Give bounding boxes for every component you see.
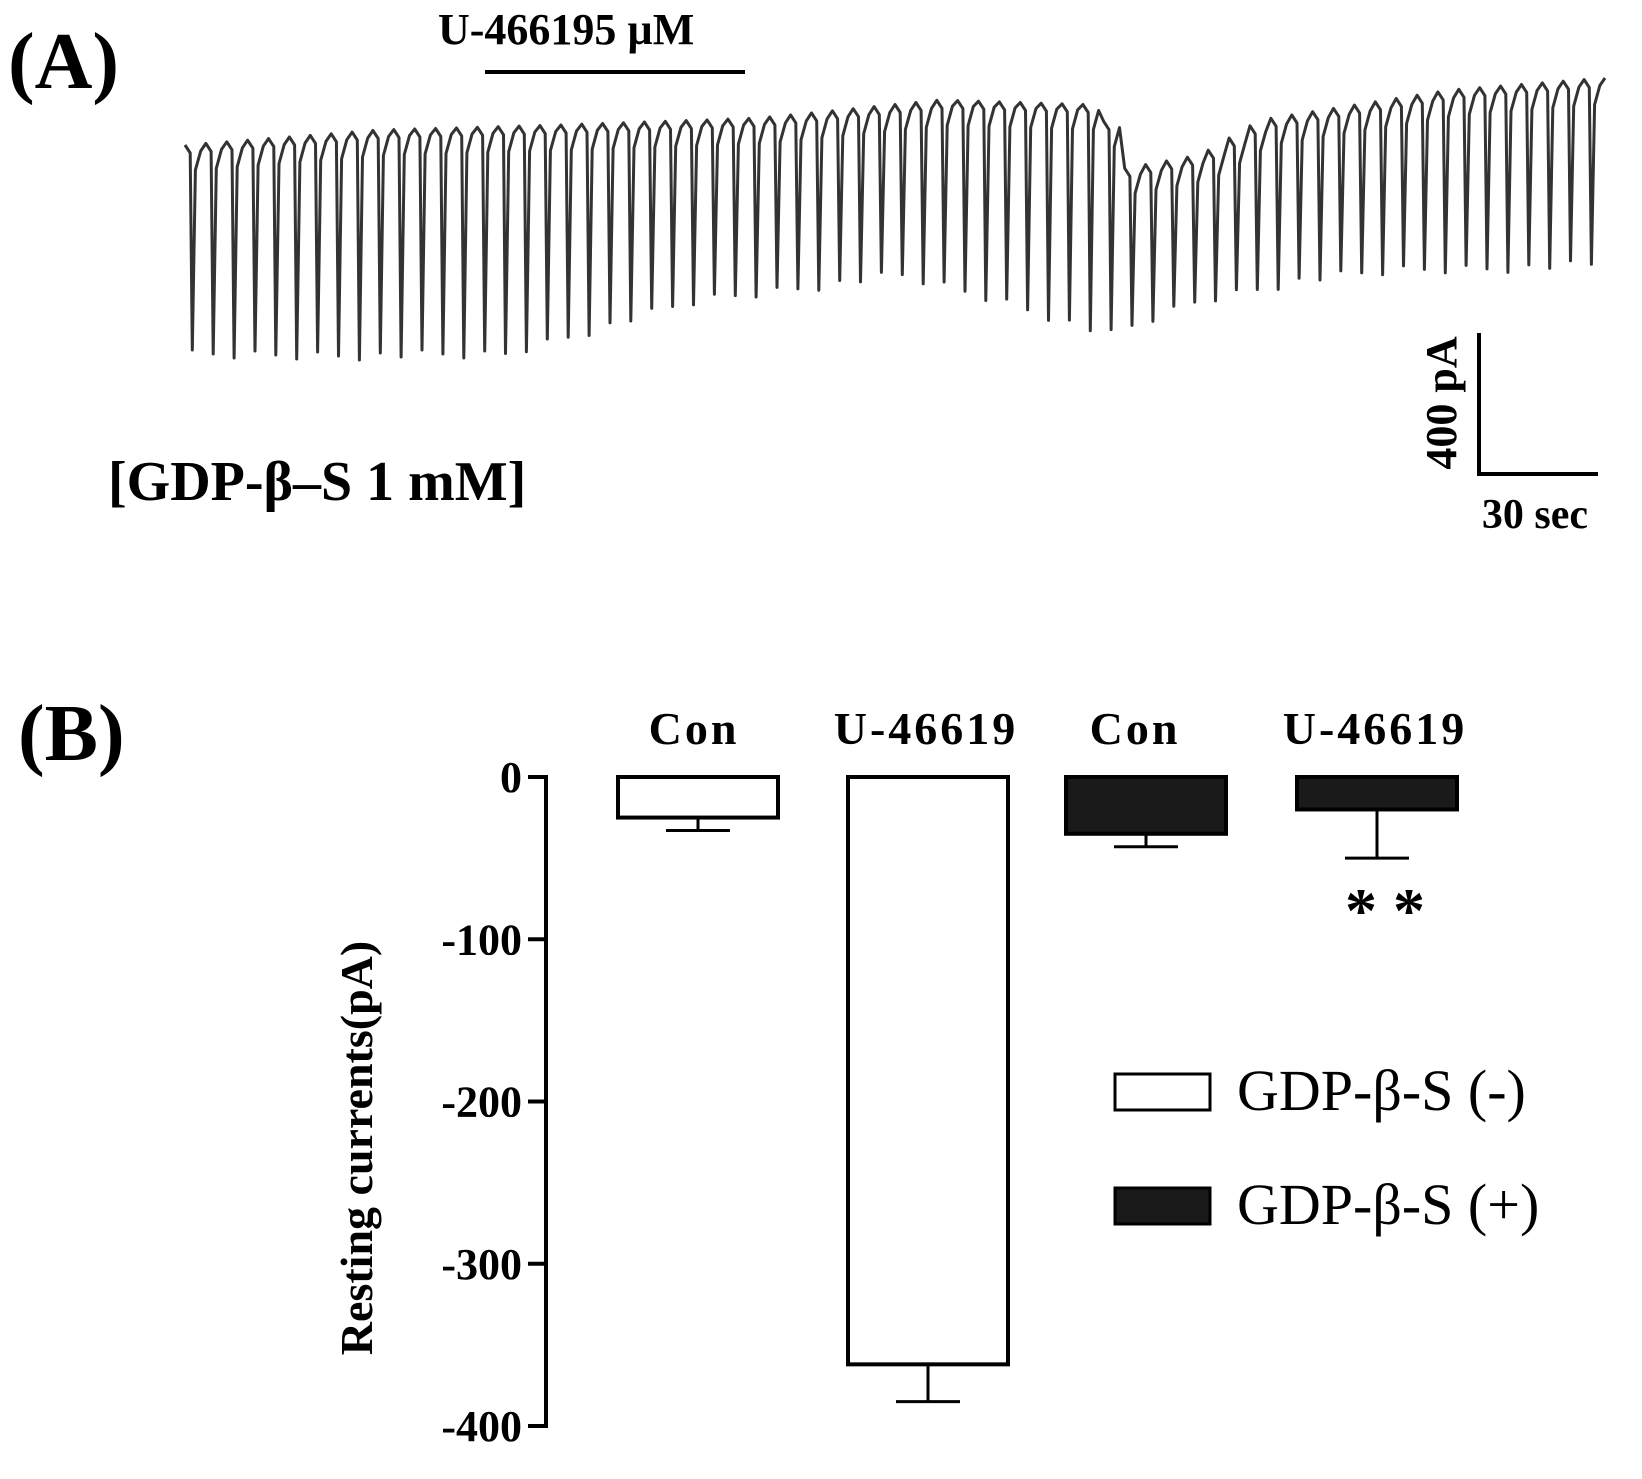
bar [616, 775, 780, 820]
bar-chart: 0 -100 -200 -300 -400 Resting currents(pA) C… [331, 703, 1539, 1451]
significance-marker: * * [1345, 875, 1425, 946]
y-axis-title: Resting currents(pA) [331, 941, 382, 1355]
scale-bar-time-label: 30 sec [1482, 492, 1588, 538]
panel-a-label: (A) [8, 18, 119, 106]
category-label: U-46619 [834, 703, 1019, 754]
y-tick-label: -100 [441, 915, 522, 964]
bars: Con U-46619 Con U-46619 * * [616, 703, 1468, 1404]
y-tick-label: -400 [441, 1402, 522, 1451]
bar [846, 775, 1010, 1367]
current-trace [183, 77, 1607, 362]
drug-application-label: U-466195 µM [438, 5, 694, 54]
y-tick-label: -300 [441, 1240, 522, 1289]
legend-label: GDP-β-S (+) [1237, 1172, 1539, 1237]
panel-b: (B) 0 -100 -200 -300 -400 Resting currents(p… [18, 690, 1539, 1451]
y-tick-label: 0 [500, 753, 522, 802]
category-label: Con [649, 703, 740, 754]
category-label: Con [1090, 703, 1181, 754]
panel-a: (A) U-466195 µM [GDP-β–S 1 mM] 400 pA 30… [8, 5, 1607, 538]
legend-swatch [1113, 1186, 1212, 1226]
legend-swatch [1113, 1072, 1212, 1112]
bar [1295, 775, 1459, 812]
y-axis-ticks: 0 -100 -200 -300 -400 [441, 753, 546, 1451]
scale-bar-current-label: 400 pA [1417, 336, 1466, 469]
panel-b-label: (B) [18, 690, 125, 778]
y-tick-label: -200 [441, 1078, 522, 1127]
legend-label: GDP-β-S (-) [1237, 1058, 1526, 1123]
condition-label: [GDP-β–S 1 mM] [108, 451, 526, 513]
category-label: U-46619 [1283, 703, 1468, 754]
legend: GDP-β-S (-) GDP-β-S (+) [1113, 1058, 1539, 1237]
bar [1064, 775, 1228, 836]
